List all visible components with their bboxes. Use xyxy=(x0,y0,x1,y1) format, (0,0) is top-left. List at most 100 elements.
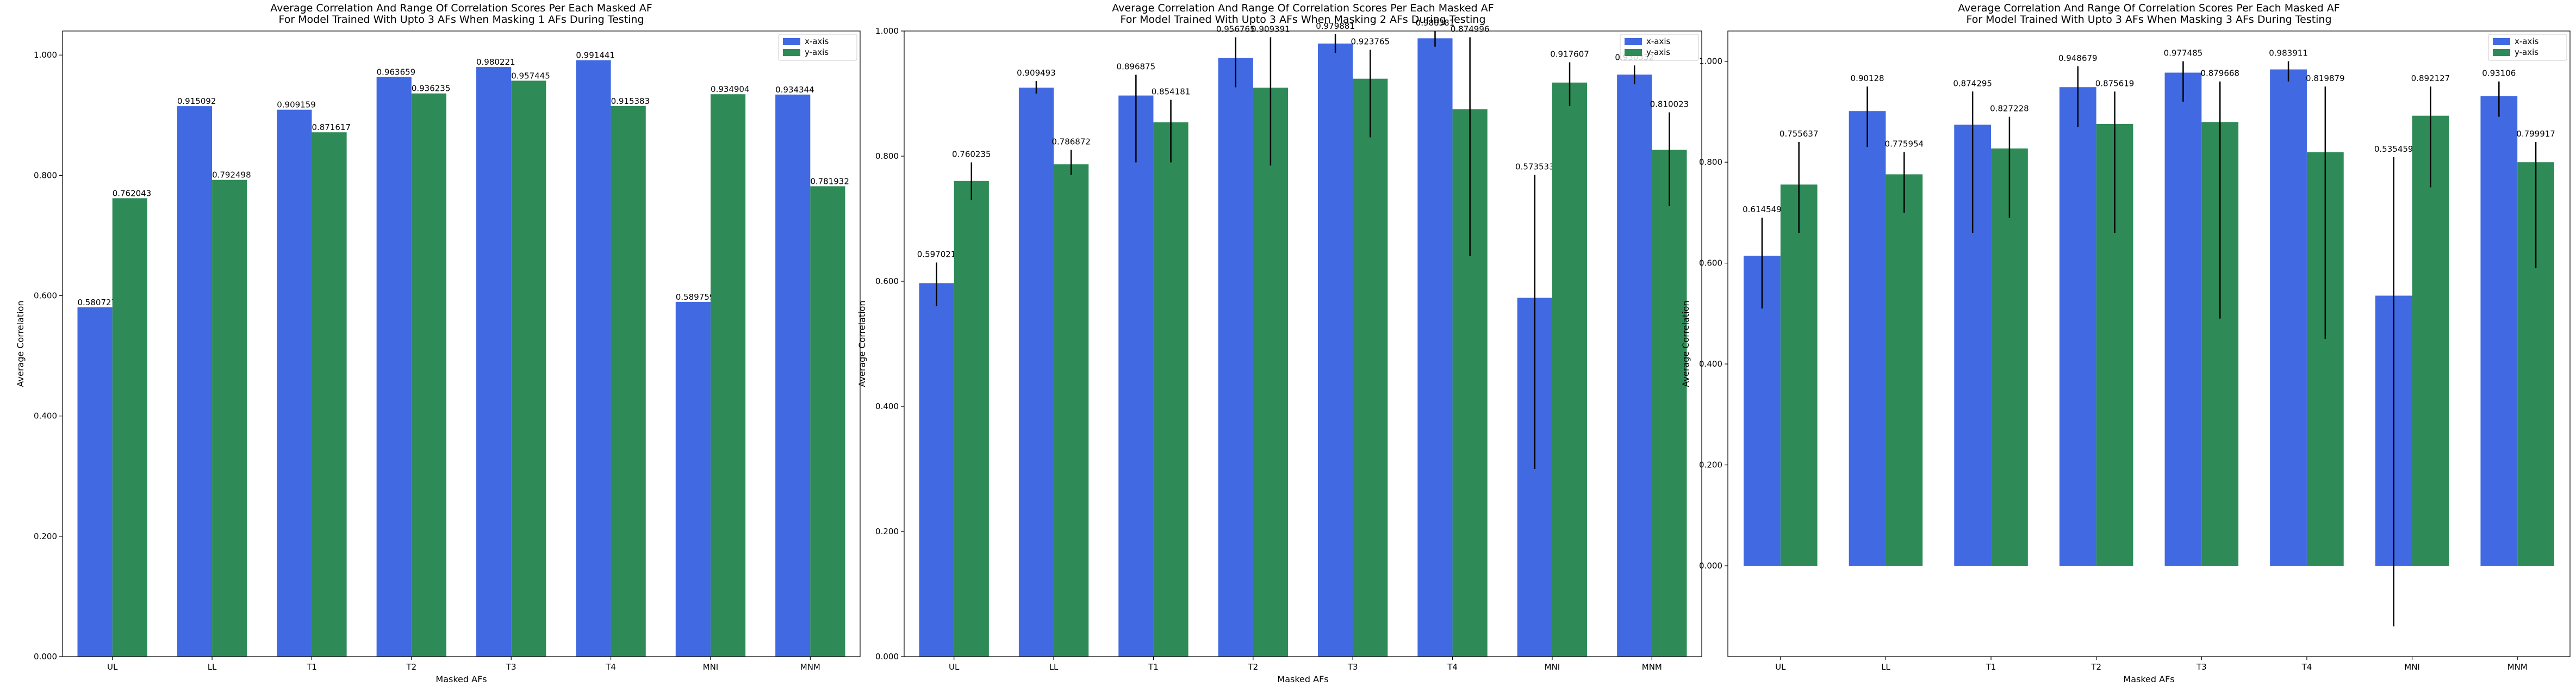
x-tick-label: LL xyxy=(1881,662,1890,672)
bar-y-axis-MNI xyxy=(710,94,746,657)
x-tick-label: T4 xyxy=(1447,662,1458,672)
y-tick-label: 0.400 xyxy=(875,401,899,411)
x-tick-label: MNM xyxy=(2507,662,2528,672)
bar-x-axis-T2 xyxy=(376,77,412,657)
x-tick-label: MNM xyxy=(800,662,820,672)
data-label-x-axis-T1: 0.896875 xyxy=(1117,62,1156,72)
data-label-x-axis-LL: 0.915092 xyxy=(177,96,216,106)
chart-title: Average Correlation And Range Of Correla… xyxy=(1112,2,1494,14)
bar-x-axis-UL xyxy=(77,307,113,657)
chart-title: Average Correlation And Range Of Correla… xyxy=(270,2,652,14)
bar-x-axis-LL xyxy=(1018,88,1054,657)
legend-label-y-axis: y-axis xyxy=(805,47,829,57)
data-label-y-axis-T2: 0.875619 xyxy=(2095,78,2135,88)
data-label-x-axis-T4: 0.983911 xyxy=(2269,48,2308,58)
y-tick-label: 0.600 xyxy=(34,291,57,301)
y-tick-label: 0.400 xyxy=(34,411,57,421)
data-label-x-axis-T2: 0.948679 xyxy=(2058,53,2098,63)
data-label-y-axis-T4: 0.874996 xyxy=(1451,24,1490,34)
plot-frame xyxy=(1727,30,2571,657)
legend-swatch-y-axis xyxy=(2493,49,2510,56)
y-tick-label: 0.800 xyxy=(875,151,899,161)
bar-y-axis-UL xyxy=(954,181,989,657)
chart-subtitle: For Model Trained With Upto 3 AFs When M… xyxy=(278,14,644,26)
y-tick-label: 0.200 xyxy=(1699,460,1722,470)
x-tick-label: T3 xyxy=(1347,662,1358,672)
x-tick-label: T2 xyxy=(406,662,416,672)
bar-x-axis-T3 xyxy=(476,67,512,657)
data-label-x-axis-UL: 0.580727 xyxy=(78,298,117,307)
bar-x-axis-T4 xyxy=(576,60,611,657)
bar-y-axis-UL xyxy=(112,198,147,657)
y-tick-label: 0.800 xyxy=(1699,157,1722,167)
series-y-axis: 0.762043 0.792498 0.871617 0.936235 0.957445… xyxy=(112,71,849,657)
bar-y-axis-T1 xyxy=(1991,148,2028,566)
data-label-y-axis-LL: 0.792498 xyxy=(212,170,251,180)
data-label-y-axis-T3: 0.957445 xyxy=(511,71,550,81)
x-tick-label: T4 xyxy=(2301,662,2312,672)
data-label-x-axis-T1: 0.874295 xyxy=(1953,78,1992,88)
data-label-y-axis-T3: 0.879668 xyxy=(2200,69,2239,78)
data-label-y-axis-T2: 0.936235 xyxy=(412,84,451,94)
plot-frame xyxy=(904,30,1702,657)
bar-x-axis-MNI xyxy=(675,301,711,657)
data-label-x-axis-MNI: 0.573533 xyxy=(1515,162,1554,172)
bar-y-axis-T2 xyxy=(411,93,446,657)
y-tick-label: 1.000 xyxy=(1699,57,1722,66)
data-label-x-axis-T2: 0.956765 xyxy=(1216,24,1255,34)
data-label-y-axis-UL: 0.755637 xyxy=(1779,129,1819,139)
data-label-y-axis-UL: 0.760235 xyxy=(952,150,991,159)
legend-swatch-y-axis xyxy=(1625,49,1642,56)
series-y-axis: 0.755637 0.775954 0.827228 0.875619 0.879668… xyxy=(1779,69,2555,566)
bar-x-axis-T3 xyxy=(1318,44,1353,657)
y-tick-label: 0.000 xyxy=(34,652,57,662)
data-label-x-axis-MNI: 0.589759 xyxy=(676,292,715,302)
bar-y-axis-MNI xyxy=(1552,82,1588,657)
bar-x-axis-T1 xyxy=(1118,95,1154,657)
chart-subtitle: For Model Trained With Upto 3 AFs When M… xyxy=(1120,14,1485,26)
data-label-y-axis-MNI: 0.934904 xyxy=(711,84,750,94)
data-label-y-axis-MNI: 0.917607 xyxy=(1550,50,1589,59)
x-tick-label: T2 xyxy=(1247,662,1258,672)
data-label-y-axis-LL: 0.775954 xyxy=(1885,139,1924,149)
data-label-x-axis-LL: 0.909493 xyxy=(1017,68,1056,78)
legend-label-x-axis: x-axis xyxy=(2515,36,2539,46)
chart-title: Average Correlation And Range Of Correla… xyxy=(1958,2,2339,14)
data-label-x-axis-T1: 0.909159 xyxy=(277,100,316,110)
bar-y-axis-LL xyxy=(1054,164,1089,657)
x-tick-label: MNM xyxy=(1642,662,1662,672)
bar-x-axis-UL xyxy=(919,283,954,657)
bar-y-axis-UL xyxy=(1780,184,1818,566)
x-axis-label: Masked AFs xyxy=(1277,674,1328,684)
y-tick-label: 0.200 xyxy=(875,527,899,536)
data-label-y-axis-T2: 0.909391 xyxy=(1251,24,1290,34)
chart-panel-3: Average Correlation And Range Of Correla… xyxy=(1681,2,2571,684)
bar-y-axis-LL xyxy=(212,180,247,657)
x-tick-label: MNI xyxy=(703,662,719,672)
x-tick-label: T1 xyxy=(1986,662,1996,672)
bar-x-axis-MNM xyxy=(1617,75,1652,657)
bar-y-axis-T3 xyxy=(511,81,546,657)
x-tick-label: T1 xyxy=(306,662,317,672)
bar-y-axis-T4 xyxy=(611,106,646,657)
data-label-y-axis-T1: 0.871617 xyxy=(312,122,351,132)
data-label-x-axis-T2: 0.963659 xyxy=(377,67,416,77)
data-label-y-axis-T3: 0.923765 xyxy=(1351,37,1390,47)
data-label-y-axis-MNM: 0.810023 xyxy=(1650,100,1689,109)
legend-label-x-axis: x-axis xyxy=(805,36,829,46)
bar-y-axis-T1 xyxy=(312,132,347,657)
data-label-x-axis-UL: 0.597021 xyxy=(917,250,956,259)
bar-x-axis-T3 xyxy=(2164,72,2202,566)
bar-y-axis-LL xyxy=(1886,174,1923,566)
x-tick-label: T4 xyxy=(605,662,616,672)
bar-y-axis-T1 xyxy=(1153,122,1189,657)
series-x-axis: 0.597021 0.909493 0.896875 0.956765 0.979881… xyxy=(917,18,1654,657)
legend-label-y-axis: y-axis xyxy=(1646,47,1670,57)
bar-x-axis-LL xyxy=(177,106,213,657)
chart-panel-2: Average Correlation And Range Of Correla… xyxy=(857,2,1702,684)
x-tick-label: T3 xyxy=(2196,662,2207,672)
bar-y-axis-MNM xyxy=(810,186,845,657)
